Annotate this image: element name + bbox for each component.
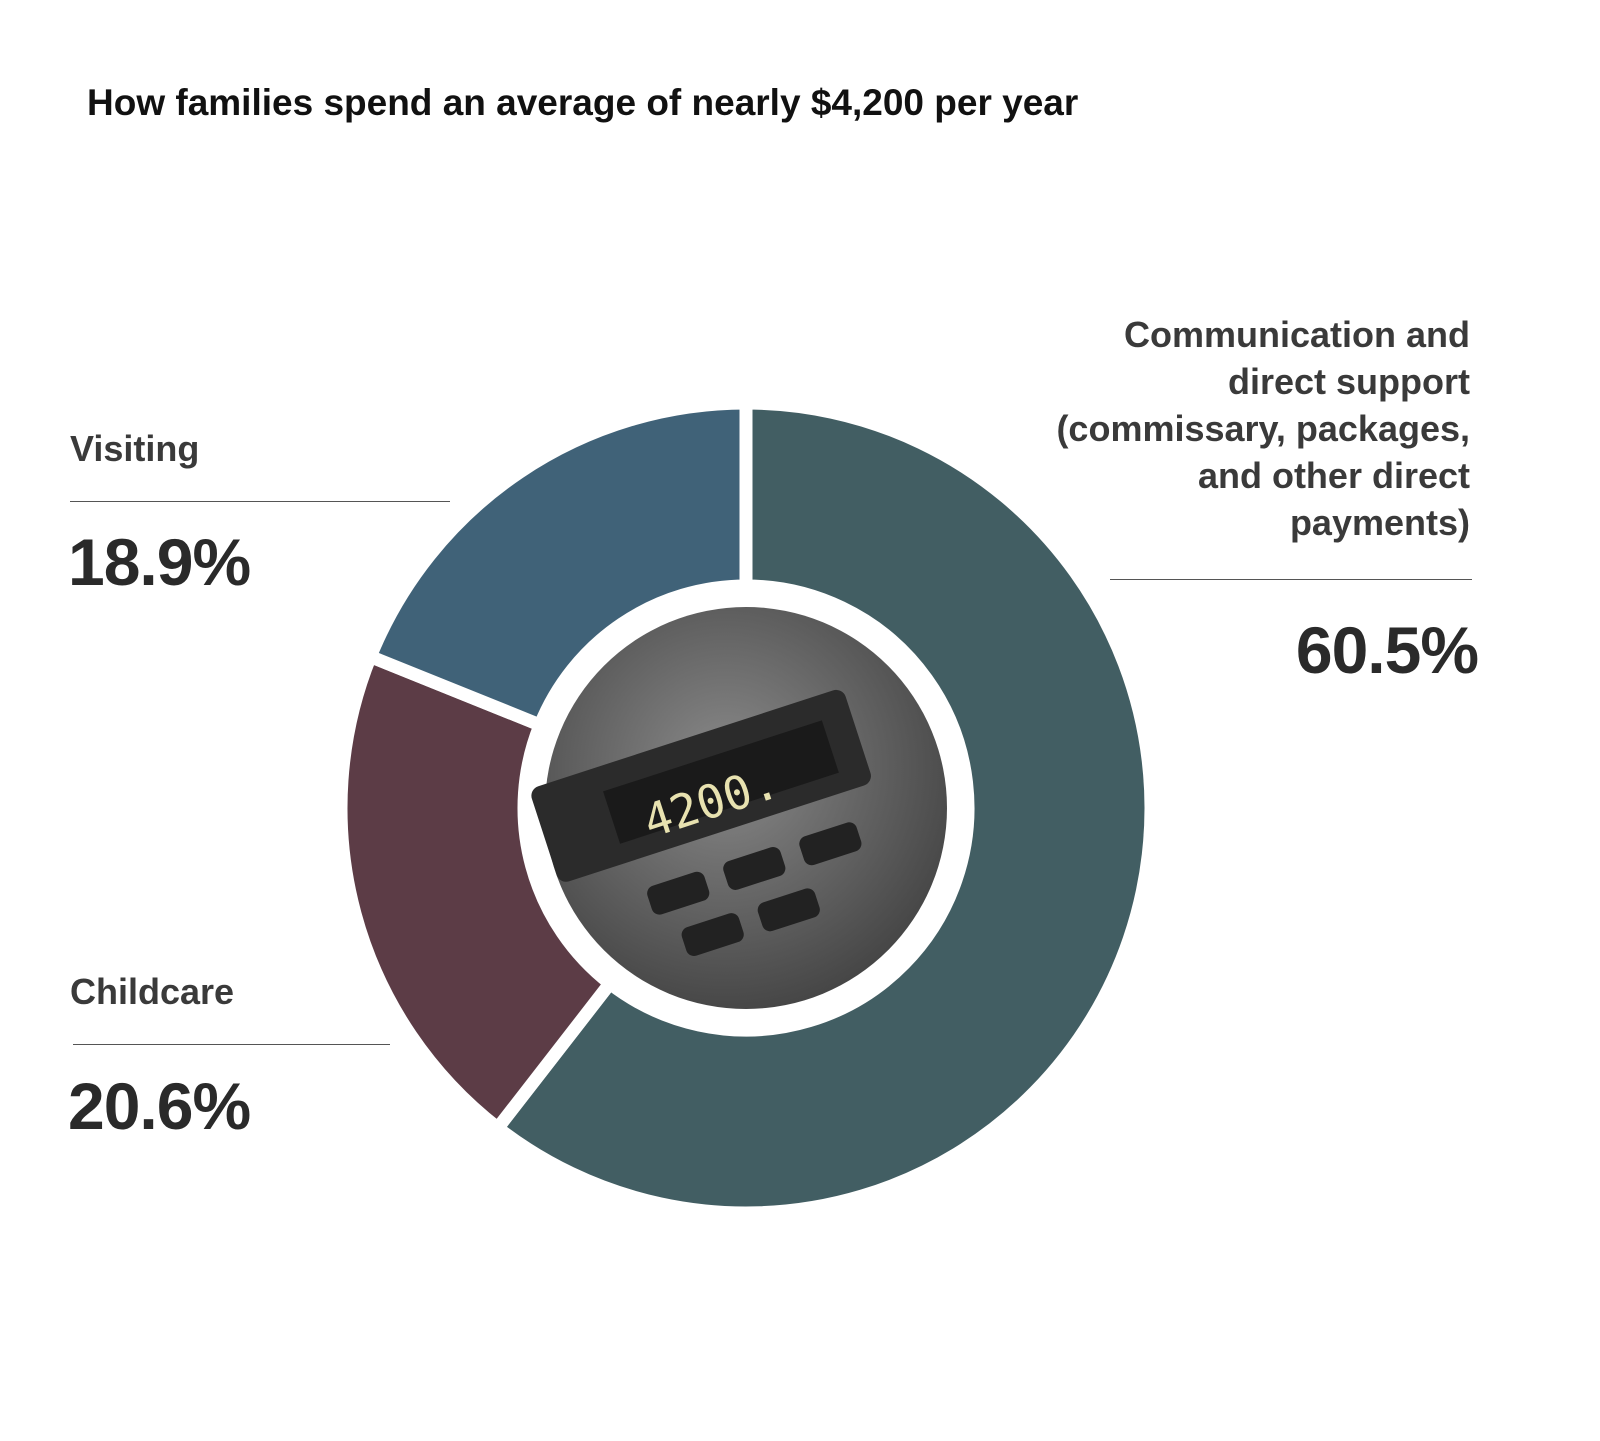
- calculator: [531, 689, 871, 957]
- slice-label: Communication and direct support (commis…: [1056, 314, 1470, 543]
- label-rule: [73, 1044, 390, 1045]
- value-label: 20.6%: [68, 1069, 251, 1143]
- donut-slice: [361, 396, 753, 734]
- donut-slice: [334, 648, 620, 1138]
- donut-slice: [488, 396, 1158, 1220]
- value-label: 60.5%: [1295, 613, 1479, 687]
- chart-title: How families spend an average of nearly …: [87, 82, 1079, 123]
- label-rule: [70, 501, 450, 502]
- slice-label: Childcare: [70, 971, 235, 1012]
- slice-label: Visiting: [70, 428, 200, 469]
- label-rule: [1110, 579, 1472, 580]
- value-label: 18.9%: [68, 525, 251, 599]
